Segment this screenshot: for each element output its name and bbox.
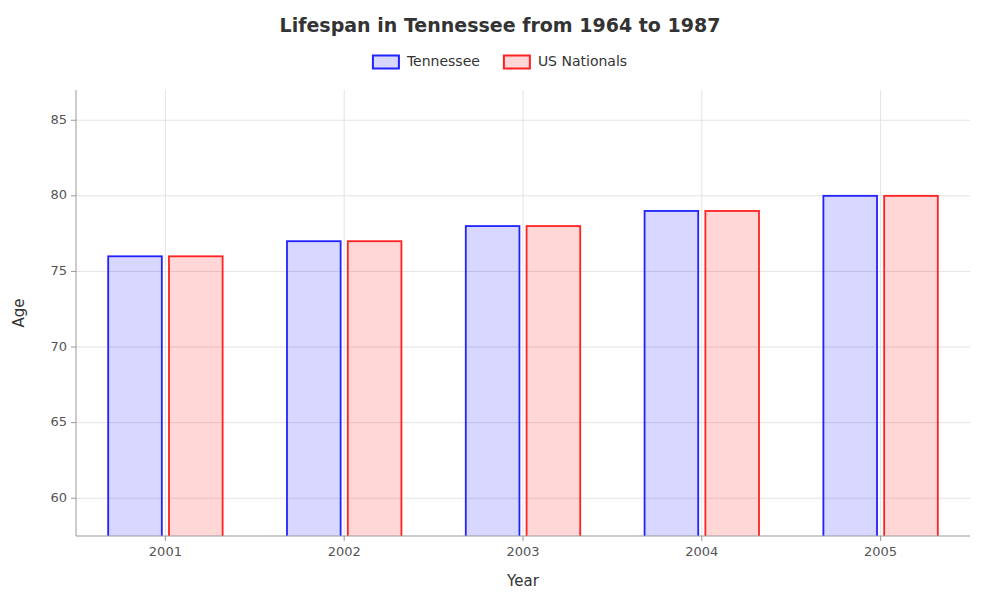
- x-grid-line: [701, 90, 702, 536]
- legend-item: US Nationals: [504, 53, 627, 69]
- y-tick: [71, 347, 76, 348]
- x-axis-label: Year: [506, 572, 540, 590]
- bar: [348, 241, 402, 536]
- bar-series: [108, 196, 877, 536]
- axes: 60 65 70 75 80 85 2001 2002 2003 2004 2005: [50, 90, 970, 559]
- x-grid-line: [880, 90, 881, 536]
- chart-svg: 60 65 70 75 80 85 2001 2002 2003 2004 2005 Year Age L…: [0, 0, 1000, 600]
- page: {"chart_data": {"type": "bar", "title": …: [0, 0, 1000, 600]
- bar: [527, 226, 581, 536]
- x-grid-line: [523, 90, 524, 536]
- y-tick: [71, 422, 76, 423]
- x-grid-line: [344, 90, 345, 536]
- x-tick: [344, 536, 345, 541]
- x-grid-line: [165, 90, 166, 536]
- x-tick: [523, 536, 524, 541]
- y-tick: [71, 120, 76, 121]
- bar: [645, 211, 699, 536]
- bar-series: [169, 196, 938, 536]
- bar: [884, 196, 938, 536]
- bar: [466, 226, 520, 536]
- legend-swatch: [373, 56, 399, 69]
- y-tick: [71, 498, 76, 499]
- x-tick: [880, 536, 881, 541]
- bar: [169, 256, 223, 536]
- y-axis-label: Age: [10, 298, 28, 327]
- bar: [705, 211, 759, 536]
- y-tick-label: 60: [50, 490, 67, 505]
- x-tick-label: 2004: [685, 544, 718, 559]
- y-tick-label: 85: [50, 112, 67, 127]
- bar: [823, 196, 877, 536]
- x-tick-label: 2003: [506, 544, 539, 559]
- legend-swatch: [504, 56, 530, 69]
- y-tick-label: 70: [50, 339, 67, 354]
- y-axis-line: [76, 90, 77, 536]
- x-tick: [165, 536, 166, 541]
- legend-item: Tennessee: [373, 53, 480, 69]
- x-tick: [701, 536, 702, 541]
- x-tick-label: 2005: [864, 544, 897, 559]
- x-tick-label: 2002: [328, 544, 361, 559]
- legend: Tennessee US Nationals: [373, 53, 627, 69]
- y-tick: [71, 195, 76, 196]
- title: Lifespan in Tennessee from 1964 to 1987: [280, 14, 721, 36]
- legend-label: US Nationals: [538, 53, 627, 69]
- y-tick-label: 65: [50, 414, 67, 429]
- y-tick-label: 75: [50, 263, 67, 278]
- x-tick-label: 2001: [149, 544, 182, 559]
- y-tick: [71, 271, 76, 272]
- bar: [287, 241, 341, 536]
- legend-label: Tennessee: [406, 53, 480, 69]
- chart-container: 60 65 70 75 80 85 2001 2002 2003 2004 2005 Year Age L…: [0, 0, 1000, 600]
- bar: [108, 256, 162, 536]
- y-tick-label: 80: [50, 187, 67, 202]
- bars: [108, 196, 938, 536]
